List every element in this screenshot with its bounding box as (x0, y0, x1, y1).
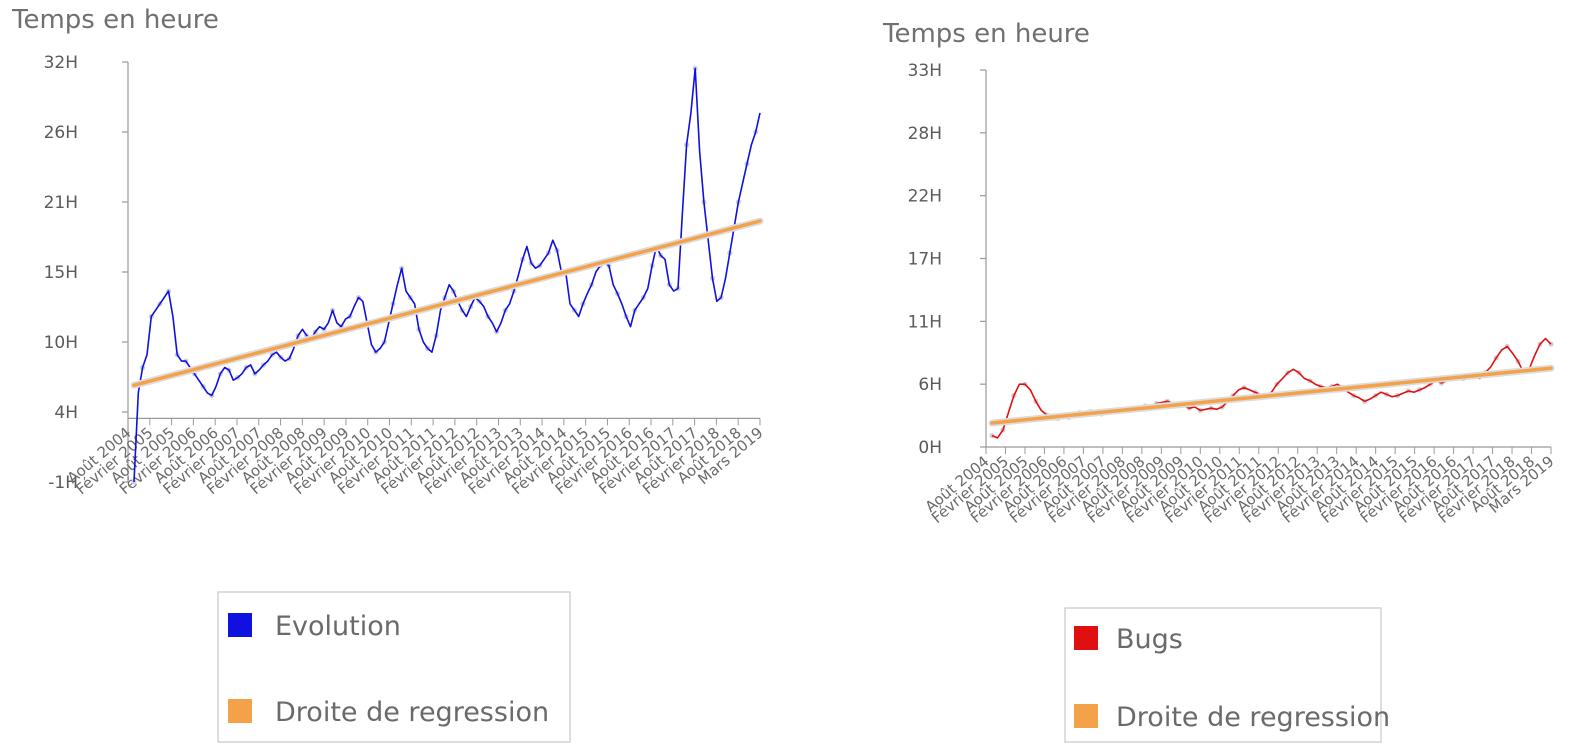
legend-swatch (1074, 626, 1098, 650)
legend-swatch (228, 699, 252, 723)
legend-swatch (228, 613, 252, 637)
regression-line (132, 219, 762, 388)
legend-swatch (1074, 704, 1098, 728)
legend-label: Droite de regression (1116, 702, 1390, 733)
series-line-bugs (991, 337, 1552, 439)
y-tick-label: 28H (908, 124, 942, 144)
y-tick-label: 26H (44, 123, 78, 143)
y-tick-label: 15H (44, 263, 78, 283)
y-axis-title: Temps en heure (11, 5, 219, 35)
y-tick-label: 21H (44, 193, 78, 213)
y-tick-label: -1H (48, 473, 78, 493)
legend-label: Bugs (1116, 624, 1183, 655)
series-line-evolution (133, 67, 761, 483)
y-tick-label: 17H (908, 250, 942, 270)
legend-label: Droite de regression (275, 697, 549, 728)
legend-label: Evolution (275, 611, 401, 642)
regression-line (990, 366, 1553, 425)
y-tick-label: 22H (908, 187, 942, 207)
y-axis-title: Temps en heure (882, 19, 1090, 49)
y-tick-label: 6H (918, 375, 942, 395)
legend-box (1064, 607, 1382, 743)
y-tick-label: 11H (908, 312, 942, 332)
y-tick-label: 4H (54, 403, 78, 423)
legend-box (217, 591, 571, 743)
y-tick-label: 32H (44, 53, 78, 73)
y-tick-label: 0H (918, 438, 942, 458)
y-tick-label: 10H (44, 333, 78, 353)
y-tick-label: 33H (908, 61, 942, 81)
